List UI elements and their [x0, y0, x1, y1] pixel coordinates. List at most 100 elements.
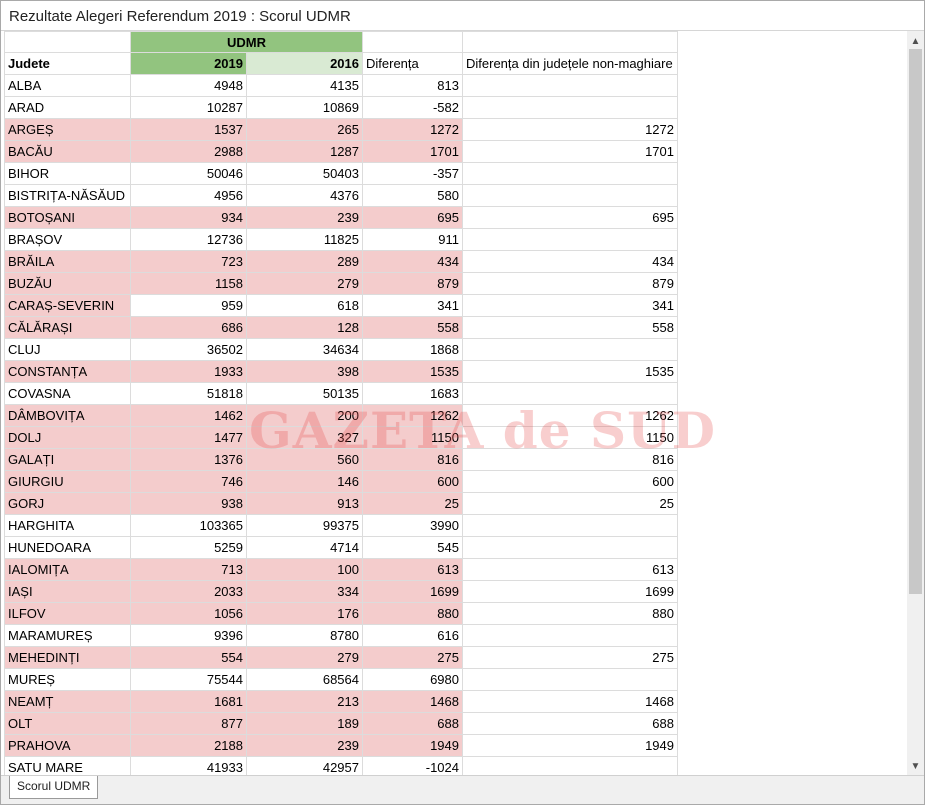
cell-judet[interactable]: CARAȘ-SEVERIN — [4, 294, 131, 317]
header-judete[interactable]: Judete — [4, 52, 131, 75]
cell-diferenta-non-maghiare[interactable] — [462, 228, 678, 251]
cell-2019[interactable]: 36502 — [130, 338, 247, 361]
cell-diferenta-non-maghiare[interactable]: 275 — [462, 646, 678, 669]
header-udmr[interactable]: UDMR — [130, 31, 363, 53]
cell-judet[interactable]: HARGHITA — [4, 514, 131, 537]
cell-2019[interactable]: 2988 — [130, 140, 247, 163]
cell-2019[interactable]: 938 — [130, 492, 247, 515]
cell-diferenta-non-maghiare[interactable]: 880 — [462, 602, 678, 625]
cell-diferenta-non-maghiare[interactable]: 695 — [462, 206, 678, 229]
cell-diferenta[interactable]: 341 — [362, 294, 463, 317]
header-diferenta-non-maghiare[interactable]: Diferența din județele non-maghiare — [462, 52, 678, 75]
cell-judet[interactable]: CĂLĂRAȘI — [4, 316, 131, 339]
cell-diferenta[interactable]: 1701 — [362, 140, 463, 163]
header-diferenta[interactable]: Diferența — [362, 52, 463, 75]
cell-diferenta-non-maghiare[interactable]: 1535 — [462, 360, 678, 383]
cell-judet[interactable]: COVASNA — [4, 382, 131, 405]
cell-2019[interactable]: 1537 — [130, 118, 247, 141]
cell-2016[interactable]: 4376 — [246, 184, 363, 207]
cell-diferenta[interactable]: 600 — [362, 470, 463, 493]
cell-diferenta[interactable]: 1272 — [362, 118, 463, 141]
sheet-tab-scorul-udmr[interactable]: Scorul UDMR — [9, 776, 99, 799]
cell-2019[interactable]: 554 — [130, 646, 247, 669]
cell-2016[interactable]: 279 — [246, 646, 363, 669]
cell-judet[interactable]: SATU MARE — [4, 756, 131, 775]
cell-2019[interactable]: 713 — [130, 558, 247, 581]
scroll-thumb[interactable] — [909, 49, 922, 594]
cell-2019[interactable]: 41933 — [130, 756, 247, 775]
cell-2019[interactable]: 1462 — [130, 404, 247, 427]
cell-diferenta-non-maghiare[interactable]: 879 — [462, 272, 678, 295]
cell-diferenta-non-maghiare[interactable]: 613 — [462, 558, 678, 581]
cell-diferenta[interactable]: -582 — [362, 96, 463, 119]
cell-diferenta[interactable]: 1535 — [362, 360, 463, 383]
cell-diferenta[interactable]: 1683 — [362, 382, 463, 405]
cell-judet[interactable]: ILFOV — [4, 602, 131, 625]
cell-judet[interactable]: BOTOȘANI — [4, 206, 131, 229]
cell-judet[interactable]: BISTRIȚA-NĂSĂUD — [4, 184, 131, 207]
cell-2016[interactable]: 100 — [246, 558, 363, 581]
cell-diferenta[interactable]: 1262 — [362, 404, 463, 427]
cell-diferenta[interactable]: 688 — [362, 712, 463, 735]
cell-judet[interactable]: IAȘI — [4, 580, 131, 603]
cell-2019[interactable]: 1477 — [130, 426, 247, 449]
cell-judet[interactable]: BRĂILA — [4, 250, 131, 273]
cell-2019[interactable]: 1376 — [130, 448, 247, 471]
cell-diferenta-non-maghiare[interactable] — [462, 96, 678, 119]
cell-judet[interactable]: BRAȘOV — [4, 228, 131, 251]
cell-2019[interactable]: 4948 — [130, 74, 247, 97]
cell-diferenta[interactable]: 25 — [362, 492, 463, 515]
cell-2019[interactable]: 1681 — [130, 690, 247, 713]
cell-2016[interactable]: 618 — [246, 294, 363, 317]
cell-2016[interactable]: 1287 — [246, 140, 363, 163]
cell-diferenta-non-maghiare[interactable] — [462, 184, 678, 207]
cell-2016[interactable]: 913 — [246, 492, 363, 515]
cell-diferenta-non-maghiare[interactable] — [462, 382, 678, 405]
cell-2016[interactable]: 4135 — [246, 74, 363, 97]
cell-diferenta[interactable]: 1949 — [362, 734, 463, 757]
cell-diferenta[interactable]: 879 — [362, 272, 463, 295]
cell-2019[interactable]: 1056 — [130, 602, 247, 625]
cell-2016[interactable]: 327 — [246, 426, 363, 449]
cell-diferenta-non-maghiare[interactable] — [462, 74, 678, 97]
cell-2016[interactable]: 279 — [246, 272, 363, 295]
cell-diferenta[interactable]: 6980 — [362, 668, 463, 691]
cell-2019[interactable]: 959 — [130, 294, 247, 317]
cell-2016[interactable]: 4714 — [246, 536, 363, 559]
cell-2019[interactable]: 50046 — [130, 162, 247, 185]
cell-2019[interactable]: 746 — [130, 470, 247, 493]
cell-judet[interactable]: NEAMȚ — [4, 690, 131, 713]
cell-judet[interactable]: BIHOR — [4, 162, 131, 185]
cell-judet[interactable]: BUZĂU — [4, 272, 131, 295]
cell-2019[interactable]: 2188 — [130, 734, 247, 757]
header-2019[interactable]: 2019 — [130, 52, 247, 75]
cell-2019[interactable]: 934 — [130, 206, 247, 229]
cell-2016[interactable]: 99375 — [246, 514, 363, 537]
cell-judet[interactable]: CLUJ — [4, 338, 131, 361]
cell-diferenta[interactable]: 580 — [362, 184, 463, 207]
cell-diferenta-non-maghiare[interactable]: 1150 — [462, 426, 678, 449]
cell-diferenta[interactable]: 3990 — [362, 514, 463, 537]
cell-diferenta[interactable]: 813 — [362, 74, 463, 97]
cell-2016[interactable]: 398 — [246, 360, 363, 383]
cell-2019[interactable]: 4956 — [130, 184, 247, 207]
cell-diferenta[interactable]: 1699 — [362, 580, 463, 603]
cell-diferenta[interactable]: -357 — [362, 162, 463, 185]
cell-diferenta[interactable]: 911 — [362, 228, 463, 251]
cell-judet[interactable]: ARAD — [4, 96, 131, 119]
cell-2016[interactable]: 334 — [246, 580, 363, 603]
cell-diferenta-non-maghiare[interactable] — [462, 756, 678, 775]
cell-diferenta[interactable]: 545 — [362, 536, 463, 559]
cell-2019[interactable]: 686 — [130, 316, 247, 339]
cell-diferenta[interactable]: 434 — [362, 250, 463, 273]
cell-diferenta[interactable]: 1468 — [362, 690, 463, 713]
cell-judet[interactable]: GIURGIU — [4, 470, 131, 493]
cell-diferenta[interactable]: 616 — [362, 624, 463, 647]
cell-diferenta-non-maghiare[interactable] — [462, 162, 678, 185]
cell-2016[interactable]: 189 — [246, 712, 363, 735]
cell-diferenta[interactable]: 880 — [362, 602, 463, 625]
cell-2019[interactable]: 5259 — [130, 536, 247, 559]
cell-2016[interactable]: 176 — [246, 602, 363, 625]
cell-2019[interactable]: 2033 — [130, 580, 247, 603]
cell-2016[interactable]: 11825 — [246, 228, 363, 251]
